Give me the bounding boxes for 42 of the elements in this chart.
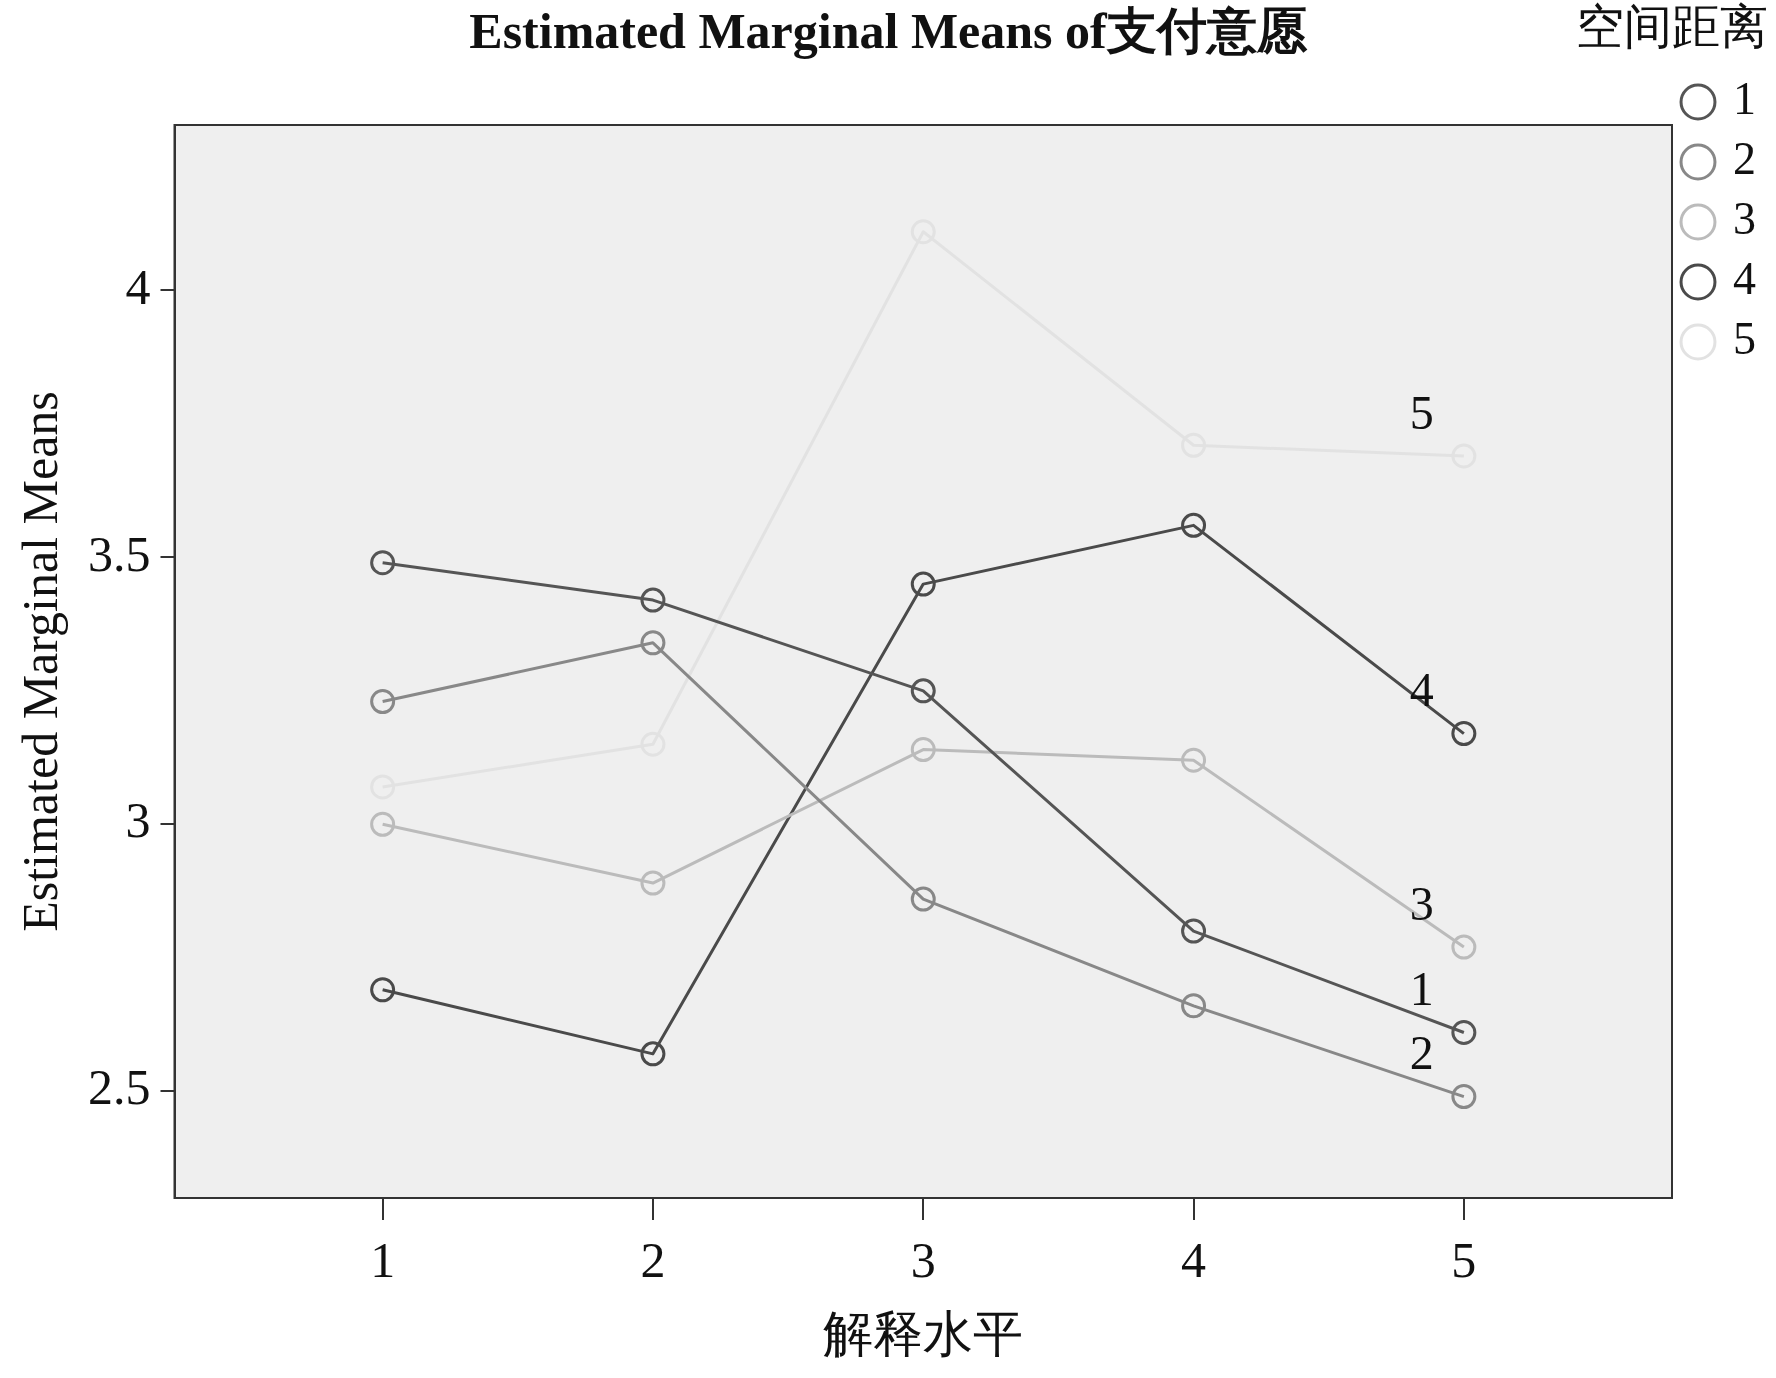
text: 5 — [1409, 385, 1434, 439]
x-axis-title: 解释水平 — [823, 1306, 1024, 1363]
point — [1181, 747, 1207, 773]
point — [640, 587, 666, 613]
point — [1451, 721, 1477, 747]
point — [640, 630, 666, 656]
legend-title: 空间距离 — [1576, 0, 1768, 53]
point — [640, 1041, 666, 1067]
y-tick-label: 4 — [125, 258, 151, 315]
y-axis-title: Estimated Marginal Means — [12, 391, 69, 932]
point — [370, 550, 396, 576]
point — [370, 811, 396, 837]
point — [370, 977, 396, 1003]
legend-label: 2 — [1733, 133, 1756, 185]
point — [910, 737, 936, 763]
x-tick-label: 3 — [910, 1232, 936, 1289]
point — [1451, 1084, 1477, 1110]
point — [1181, 993, 1207, 1019]
legend-label: 5 — [1733, 313, 1756, 365]
legend-label: 3 — [1733, 193, 1756, 245]
point — [910, 886, 936, 912]
x-tick-label: 5 — [1451, 1232, 1477, 1289]
point — [1181, 512, 1207, 538]
point — [370, 689, 396, 715]
legend-label: 4 — [1733, 253, 1756, 305]
y-tick-label: 3.5 — [88, 525, 151, 582]
x-tick-label: 4 — [1181, 1232, 1207, 1289]
text: 3 — [1409, 876, 1434, 930]
legend-label: 1 — [1733, 73, 1756, 125]
x-tick-label: 1 — [370, 1232, 396, 1289]
y-tick-label: 2.5 — [88, 1059, 151, 1116]
x-tick-label: 2 — [640, 1232, 666, 1289]
chart-title: Estimated Marginal Means of支付意愿 — [469, 2, 1308, 59]
y-tick-label: 3 — [125, 792, 151, 849]
point — [1451, 1020, 1477, 1046]
point — [910, 678, 936, 704]
point — [1181, 918, 1207, 944]
text: 1 — [1409, 962, 1434, 1016]
text: 2 — [1409, 1026, 1434, 1080]
point — [910, 571, 936, 597]
point — [640, 870, 666, 896]
point — [1451, 934, 1477, 960]
